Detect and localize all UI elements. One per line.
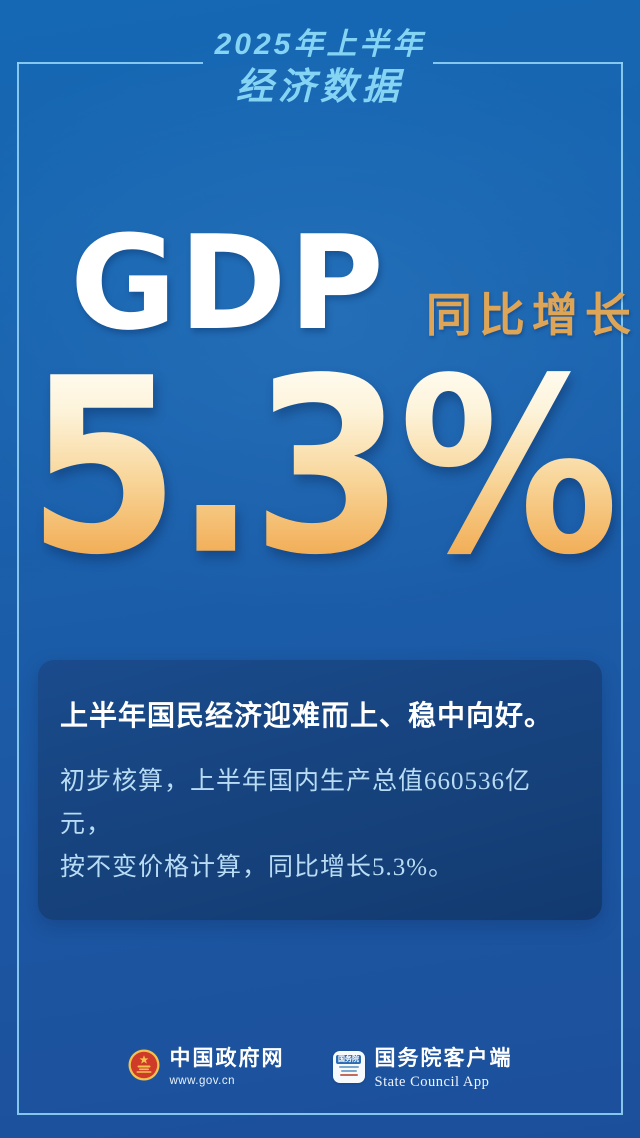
national-emblem-icon: [128, 1049, 159, 1080]
state-council-app-name: 国务院客户端: [374, 1047, 513, 1070]
summary-headline: 上半年国民经济迎难而上、稳中向好。: [60, 700, 554, 731]
header-topic-label: 经济数据: [236, 65, 404, 107]
footer-brand-bar: 中国政府网 www.gov.cn 国务院 国务院客户端 State Counci…: [0, 1042, 640, 1091]
summary-body: 初步核算，上半年国内生产总值660536亿元， 按不变价格计算，同比增长5.3%…: [60, 760, 580, 889]
frame-top-line-right: [433, 62, 623, 64]
state-council-app-icon: 国务院: [332, 1050, 365, 1083]
yoy-growth-label: 同比增长: [425, 289, 638, 341]
gov-website-name: 中国政府网: [169, 1047, 285, 1070]
header-period-label: 2025年上半年: [214, 28, 426, 61]
app-icon-label: 国务院: [336, 1054, 361, 1064]
summary-card: 上半年国民经济迎难而上、稳中向好。 初步核算，上半年国内生产总值660536亿元…: [38, 660, 602, 920]
summary-body-line1: 初步核算，上半年国内生产总值660536亿元，: [60, 768, 532, 838]
state-council-app-brand: 国务院 国务院客户端 State Council App: [332, 1042, 513, 1091]
state-council-app-name-en: State Council App: [374, 1074, 490, 1090]
gdp-headline-row: GDP 同比增长: [70, 218, 638, 348]
poster-header: 2025年上半年 经济数据: [0, 28, 640, 108]
gov-website-url: www.gov.cn: [169, 1075, 236, 1087]
frame-top-line-left: [17, 62, 203, 64]
gdp-label: GDP: [70, 207, 386, 359]
gov-website-brand: 中国政府网 www.gov.cn: [128, 1042, 285, 1087]
summary-body-line2: 按不变价格计算，同比增长5.3%。: [60, 854, 455, 881]
gdp-growth-value: 5.3%: [0, 341, 640, 594]
